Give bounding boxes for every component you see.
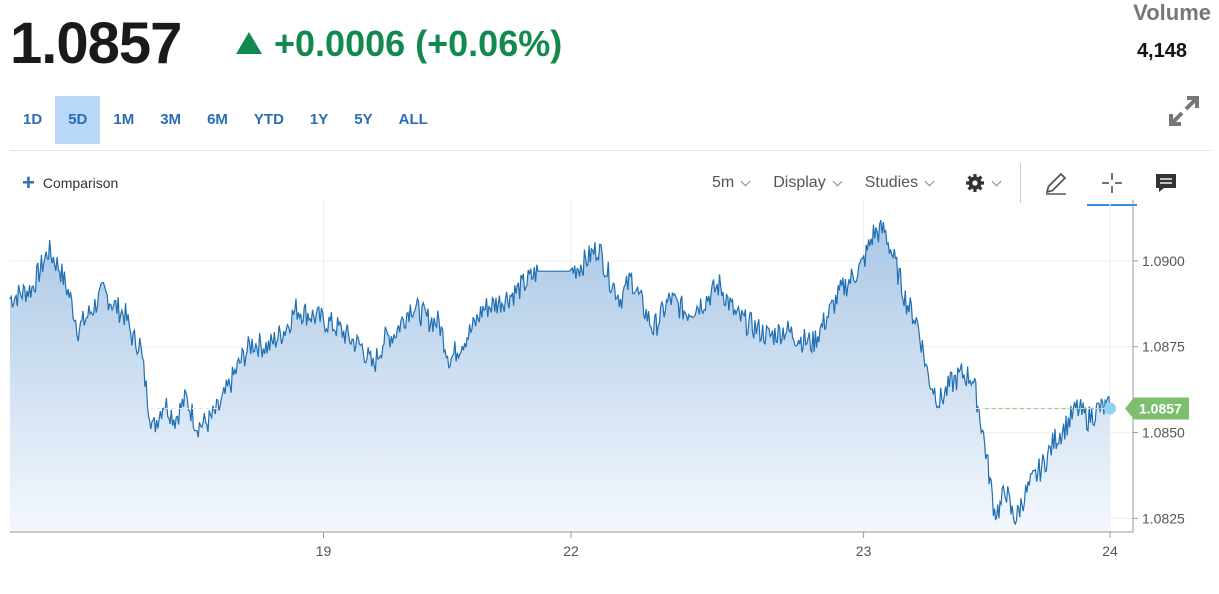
x-tick-label: 23: [856, 543, 872, 559]
annotation-button[interactable]: [1141, 160, 1191, 206]
range-tab-5d[interactable]: 5D: [55, 96, 101, 144]
y-tick-label: 1.0850: [1142, 424, 1185, 440]
volume-label: Volume: [1133, 0, 1211, 25]
chevron-down-icon: [832, 176, 843, 187]
interval-label: 5m: [712, 174, 735, 191]
range-tab-1m[interactable]: 1M: [113, 111, 135, 128]
y-tick-label: 1.0825: [1142, 510, 1185, 526]
last-price: 1.0857: [10, 11, 182, 76]
last-price-marker: [1104, 402, 1116, 415]
display-label: Display: [773, 174, 826, 191]
range-tab-3m[interactable]: 3M: [160, 111, 182, 128]
expand-icon[interactable]: [1167, 94, 1201, 128]
settings-dropdown[interactable]: [945, 173, 1012, 193]
studies-label: Studies: [864, 174, 919, 191]
range-tab-6m[interactable]: 6M: [207, 111, 228, 128]
price-line: [9, 220, 1111, 526]
header-divider: [10, 150, 1211, 151]
up-triangle-icon: [236, 32, 262, 54]
y-tick-label: 1.0875: [1142, 339, 1185, 355]
range-tabs: 1D 5D 1M 3M 6M YTD 1Y 5Y ALL: [10, 96, 441, 144]
range-tab-all[interactable]: ALL: [398, 111, 428, 128]
gear-icon: [966, 174, 985, 192]
y-tick-label: 1.0900: [1142, 253, 1185, 269]
studies-dropdown[interactable]: Studies: [853, 174, 945, 192]
volume-value: 4,148: [1136, 40, 1187, 62]
comment-icon: [1156, 174, 1177, 192]
chevron-down-icon: [924, 176, 935, 187]
toolbar-separator: [1020, 163, 1022, 203]
range-tab-ytd[interactable]: YTD: [253, 111, 284, 128]
range-tab-5y[interactable]: 5Y: [354, 111, 373, 128]
x-tick-label: 22: [563, 543, 579, 559]
draw-button[interactable]: [1031, 160, 1081, 206]
plus-icon: +: [22, 170, 35, 195]
price-area: [10, 220, 1110, 532]
chevron-down-icon: [740, 176, 751, 187]
crosshair-icon: [1102, 173, 1123, 193]
chevron-down-icon: [991, 176, 1002, 187]
chart-toolbar: 5m Display Studies: [700, 160, 1191, 206]
comparison-label: Comparison: [42, 175, 119, 191]
range-tab-1d[interactable]: 1D: [23, 111, 43, 128]
pencil-icon: [1045, 172, 1067, 195]
crosshair-button[interactable]: [1087, 160, 1138, 206]
last-price-tag: [1125, 397, 1189, 420]
x-tick-label: 19: [316, 543, 332, 559]
display-dropdown[interactable]: Display: [761, 174, 852, 192]
price-change: +0.0006 (+0.06%): [236, 22, 562, 66]
x-tick-label: 24: [1102, 543, 1118, 559]
price-change-value: +0.0006 (+0.06%): [274, 23, 563, 64]
last-price-tag-label: 1.0857: [1139, 400, 1182, 416]
comparison-button[interactable]: + Comparison: [22, 170, 119, 195]
price-chart[interactable]: 19 22 23 24 1.0900 1.0875 1.0850 1.0825 1.0857: [0, 200, 1219, 580]
interval-dropdown[interactable]: 5m: [700, 174, 761, 192]
range-tab-1y[interactable]: 1Y: [309, 111, 329, 128]
